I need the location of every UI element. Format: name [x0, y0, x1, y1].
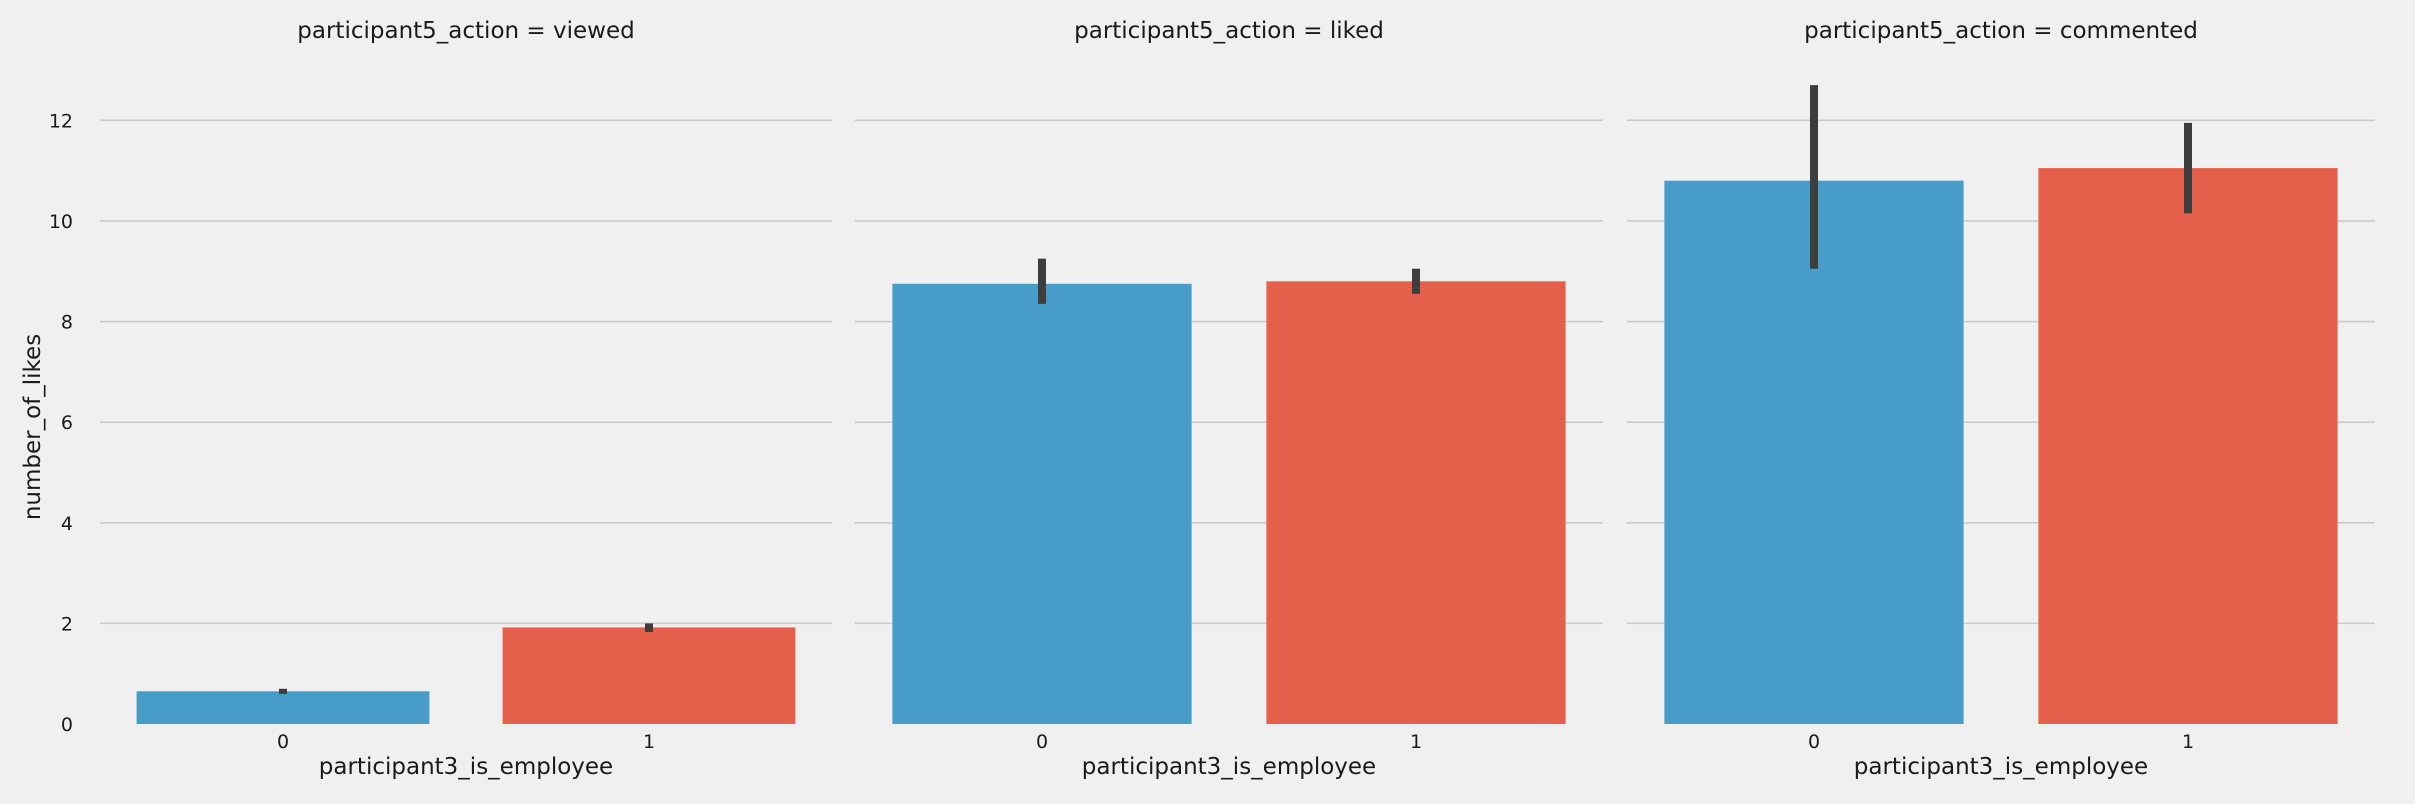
bar: [2038, 168, 2338, 725]
y-tick-label: 6: [61, 412, 73, 434]
bar: [502, 627, 796, 724]
bar: [136, 691, 430, 724]
panel-title: participant5_action = liked: [1074, 18, 1384, 44]
y-tick-label: 2: [61, 613, 73, 635]
y-tick-label: 0: [61, 714, 73, 736]
x-tick-label: 0: [1808, 731, 1820, 753]
x-tick-label: 1: [643, 731, 655, 753]
x-axis-label: participant3_is_employee: [1082, 754, 1376, 780]
x-tick-label: 0: [1036, 731, 1048, 753]
bar: [1664, 180, 1964, 724]
x-tick-label: 1: [2182, 731, 2194, 753]
x-axis-label: participant3_is_employee: [1854, 754, 2148, 780]
x-tick-label: 0: [277, 731, 289, 753]
panel-title: participant5_action = commented: [1804, 18, 2198, 44]
y-tick-label: 8: [61, 312, 73, 334]
y-axis-label: number_of_likes: [20, 334, 46, 520]
bar: [1266, 281, 1566, 724]
x-tick-label: 1: [1410, 731, 1422, 753]
x-axis-label: participant3_is_employee: [319, 754, 613, 780]
bar: [892, 283, 1192, 724]
y-tick-label: 12: [49, 110, 73, 132]
y-tick-label: 4: [61, 513, 73, 535]
y-tick-label: 10: [49, 211, 73, 233]
panel-title: participant5_action = viewed: [297, 18, 634, 44]
